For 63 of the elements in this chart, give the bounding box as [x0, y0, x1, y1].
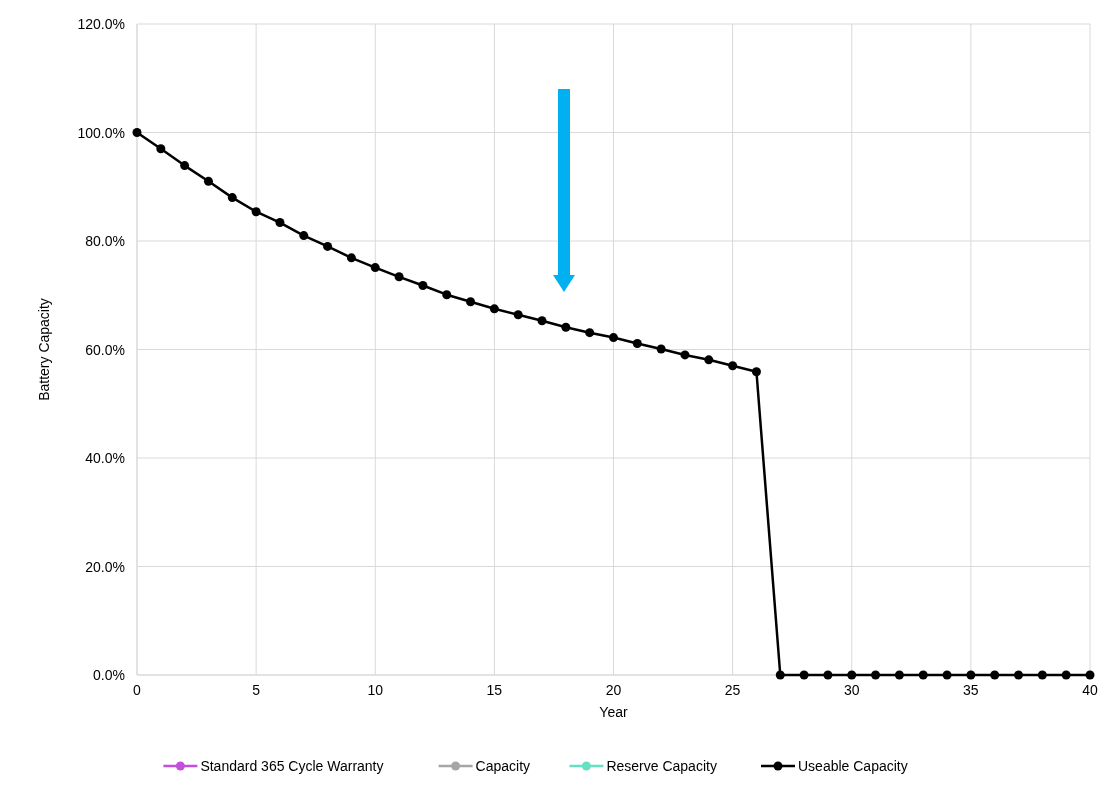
- y-tick-label: 80.0%: [85, 233, 125, 249]
- point: [1014, 670, 1024, 680]
- point: [537, 316, 547, 326]
- x-axis-title: Year: [599, 704, 628, 720]
- x-tick-label: 25: [724, 682, 741, 698]
- point: [299, 231, 309, 241]
- y-axis-title: Battery Capacity: [36, 298, 52, 401]
- point: [990, 670, 1000, 680]
- point: [180, 161, 190, 171]
- point: [609, 333, 618, 343]
- x-tick-label: 40: [1082, 682, 1098, 698]
- point: [466, 297, 476, 307]
- point: [799, 670, 809, 680]
- y-tick-label: 40.0%: [85, 450, 125, 466]
- x-tick-label: 20: [605, 682, 622, 698]
- point: [156, 144, 166, 154]
- y-tick-label: 20.0%: [85, 558, 125, 575]
- x-tick-label: 0: [133, 682, 142, 698]
- point: [489, 304, 499, 314]
- point: [775, 670, 785, 680]
- point: [823, 670, 833, 680]
- point: [751, 367, 761, 377]
- y-tick-label: 60.0%: [85, 341, 125, 358]
- point: [585, 328, 595, 338]
- point: [942, 670, 952, 680]
- point: [323, 241, 333, 251]
- point: [632, 339, 642, 349]
- point: [275, 218, 285, 228]
- x-tick-label: 35: [963, 682, 979, 698]
- x-tick-label: 10: [367, 682, 384, 698]
- point: [918, 670, 928, 680]
- legend-label: Useable Capacity: [798, 758, 908, 774]
- point: [227, 193, 237, 203]
- y-tick-label: 0.0%: [93, 667, 125, 683]
- x-tick-label: 5: [252, 682, 261, 698]
- legend-label: Standard 365 Cycle Warranty: [200, 758, 384, 774]
- point: [728, 361, 738, 371]
- point: [251, 207, 261, 217]
- legend-label: Reserve Capacity: [606, 758, 717, 774]
- point: [1061, 670, 1071, 680]
- point: [513, 310, 523, 320]
- point: [680, 350, 690, 360]
- y-tick-label: 120.0%: [77, 16, 125, 32]
- point: [346, 253, 356, 263]
- point: [847, 670, 857, 680]
- point: [561, 322, 571, 332]
- point: [418, 280, 428, 290]
- point: [394, 272, 404, 282]
- point: [1085, 670, 1095, 680]
- point: [894, 670, 904, 680]
- point: [442, 290, 452, 300]
- point: [132, 128, 142, 137]
- point: [871, 670, 881, 680]
- y-tick-label: 100.0%: [77, 124, 125, 141]
- x-tick-label: 30: [843, 682, 860, 698]
- point: [966, 670, 976, 680]
- point: [203, 176, 213, 186]
- point: [704, 355, 714, 365]
- legend-label: Capacity: [475, 758, 531, 774]
- point: [1037, 670, 1047, 680]
- point: [370, 263, 380, 273]
- point: [656, 344, 666, 354]
- x-tick-label: 15: [486, 682, 503, 698]
